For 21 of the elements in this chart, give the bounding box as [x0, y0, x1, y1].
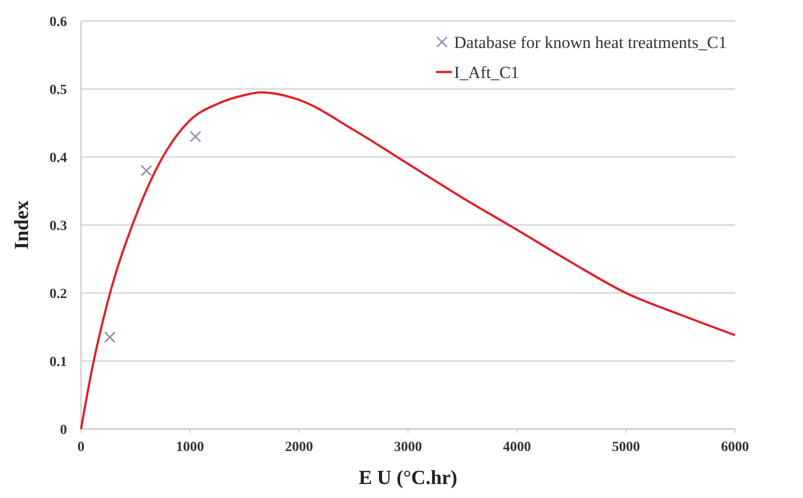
legend-label: I_Aft_C1: [454, 63, 520, 82]
x-tick-label: 2000: [285, 440, 313, 455]
x-tick-label: 6000: [721, 440, 749, 455]
point: [104, 331, 116, 343]
x-tick-label: 3000: [394, 440, 422, 455]
y-tick-label: 0.2: [50, 287, 67, 302]
point: [140, 164, 152, 176]
x-axis-title: E U (°C.hr): [358, 467, 458, 489]
y-tick-label: 0.3: [50, 219, 67, 234]
y-tick-label: 0: [60, 423, 67, 438]
x-tick-label: 0: [78, 440, 84, 455]
legend-label: Database for known heat treatments_C1: [454, 33, 727, 52]
point: [190, 130, 202, 142]
x-tick-label: 4000: [503, 440, 531, 455]
x-tick-label: 5000: [612, 440, 640, 455]
y-tick-label: 0.4: [50, 151, 67, 166]
y-tick-label: 0.6: [50, 15, 67, 30]
x-tick-label: 1000: [176, 440, 204, 455]
y-axis-title: Index: [11, 200, 33, 250]
y-tick-label: 0.5: [50, 83, 67, 98]
y-tick-label: 0.1: [50, 355, 67, 370]
